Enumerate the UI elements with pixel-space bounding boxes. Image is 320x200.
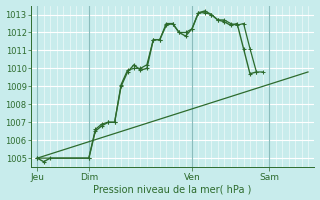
X-axis label: Pression niveau de la mer( hPa ): Pression niveau de la mer( hPa ) xyxy=(93,184,252,194)
